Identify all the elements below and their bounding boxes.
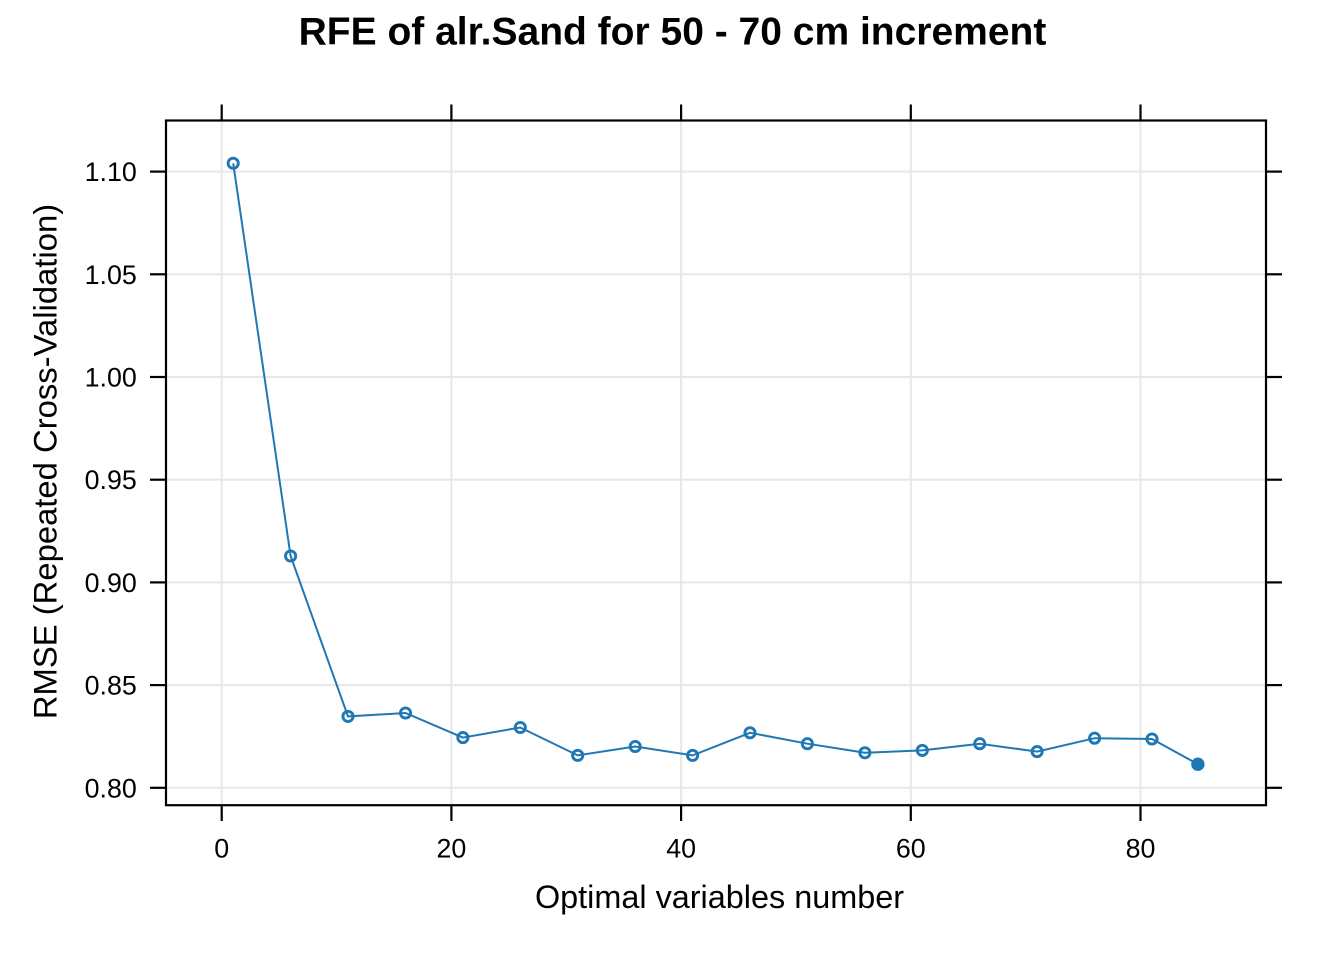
svg-text:0: 0: [214, 834, 229, 864]
svg-text:0.95: 0.95: [85, 465, 137, 495]
svg-text:1.10: 1.10: [85, 157, 137, 187]
svg-text:60: 60: [896, 834, 926, 864]
svg-text:RFE of alr.Sand for 50 - 70 cm: RFE of alr.Sand for 50 - 70 cm increment: [299, 11, 1047, 54]
svg-text:40: 40: [666, 834, 696, 864]
svg-text:0.80: 0.80: [85, 773, 137, 803]
svg-text:0.85: 0.85: [85, 671, 137, 701]
svg-text:1.00: 1.00: [85, 363, 137, 393]
svg-text:0.90: 0.90: [85, 568, 137, 598]
svg-text:1.05: 1.05: [85, 260, 137, 290]
svg-text:Optimal variables number: Optimal variables number: [535, 879, 904, 915]
svg-text:80: 80: [1126, 834, 1156, 864]
svg-text:RMSE (Repeated Cross-Validatio: RMSE (Repeated Cross-Validation): [27, 204, 64, 719]
svg-text:20: 20: [436, 834, 466, 864]
